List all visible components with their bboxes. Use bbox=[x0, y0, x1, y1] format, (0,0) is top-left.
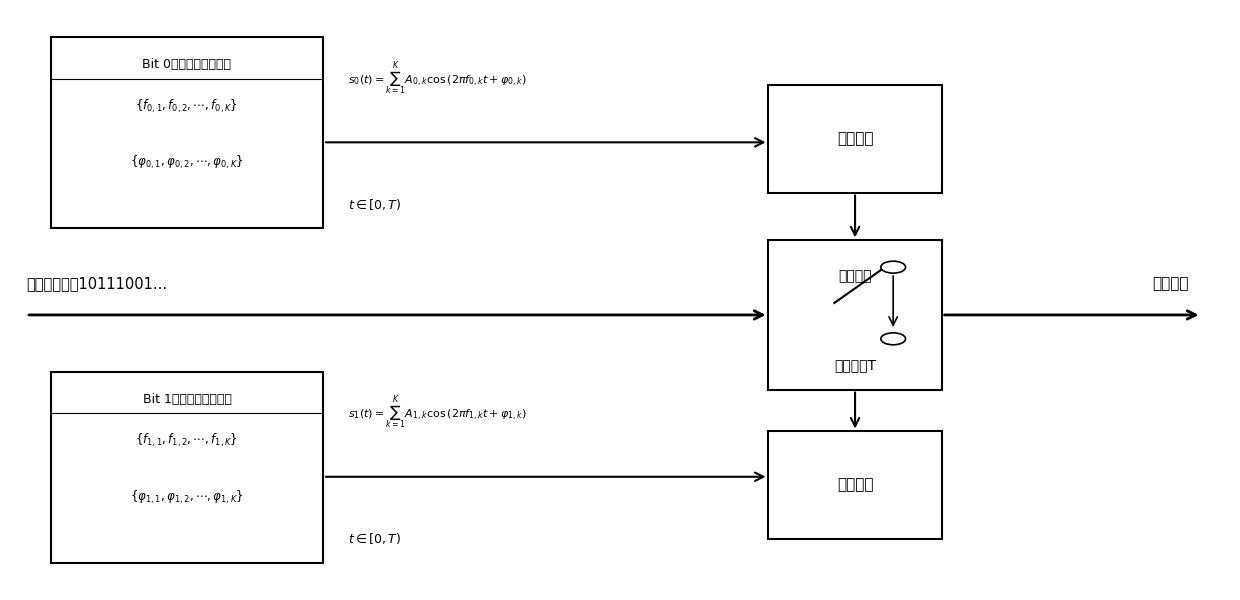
Text: $\{\varphi_{1,1},\varphi_{1,2},\cdots,\varphi_{1,K}\}$: $\{\varphi_{1,1},\varphi_{1,2},\cdots,\v… bbox=[130, 488, 244, 506]
FancyBboxPatch shape bbox=[51, 371, 324, 563]
Text: 选择开关: 选择开关 bbox=[838, 269, 872, 283]
FancyBboxPatch shape bbox=[769, 240, 941, 389]
Text: $\{\varphi_{0,1},\varphi_{0,2},\cdots,\varphi_{0,K}\}$: $\{\varphi_{0,1},\varphi_{0,2},\cdots,\v… bbox=[130, 154, 244, 171]
Text: $s_1(t)=\sum_{k=1}^{K}A_{1,k}\cos\left(2\pi f_{1,k}t+\varphi_{1,k}\right)$: $s_1(t)=\sum_{k=1}^{K}A_{1,k}\cos\left(2… bbox=[347, 395, 527, 432]
Text: $t\in[0,T)$: $t\in[0,T)$ bbox=[347, 197, 402, 212]
Text: 切换周期T: 切换周期T bbox=[835, 359, 877, 373]
Text: $\{f_{1,1},f_{1,2},\cdots,f_{1,K}\}$: $\{f_{1,1},f_{1,2},\cdots,f_{1,K}\}$ bbox=[135, 431, 238, 449]
Text: $t\in[0,T)$: $t\in[0,T)$ bbox=[347, 532, 402, 547]
Text: 基带发射: 基带发射 bbox=[1153, 276, 1189, 291]
Text: Bit 1：频点及相位组合: Bit 1：频点及相位组合 bbox=[143, 392, 232, 406]
FancyBboxPatch shape bbox=[51, 37, 324, 229]
Text: 传输比特数据10111001...: 传输比特数据10111001... bbox=[26, 276, 167, 291]
Text: $\{f_{0,1},f_{0,2},\cdots,f_{0,K}\}$: $\{f_{0,1},f_{0,2},\cdots,f_{0,K}\}$ bbox=[135, 97, 238, 115]
Text: 时域采样: 时域采样 bbox=[837, 478, 873, 493]
FancyBboxPatch shape bbox=[769, 431, 941, 539]
Text: $s_0(t)=\sum_{k=1}^{K}A_{0,k}\cos\left(2\pi f_{0,k}t+\varphi_{0,k}\right)$: $s_0(t)=\sum_{k=1}^{K}A_{0,k}\cos\left(2… bbox=[347, 61, 527, 98]
Text: Bit 0：频点及相位组合: Bit 0：频点及相位组合 bbox=[143, 58, 232, 71]
FancyBboxPatch shape bbox=[769, 85, 941, 193]
Text: 时域采样: 时域采样 bbox=[837, 131, 873, 146]
Circle shape bbox=[880, 261, 905, 273]
Circle shape bbox=[880, 333, 905, 345]
